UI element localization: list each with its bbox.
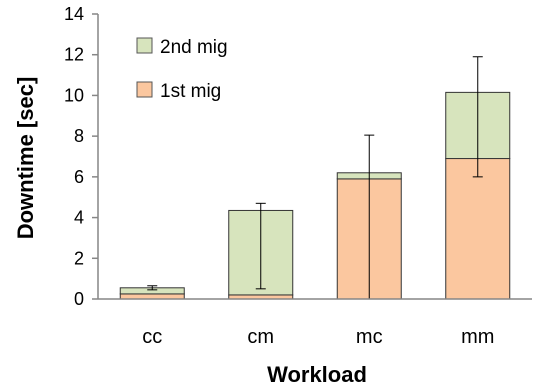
y-axis-ticks: 0 2 4 6 8 10 12 14 (64, 4, 98, 309)
y-tick-label: 4 (74, 208, 84, 228)
legend-label-1st-mig: 1st mig (160, 81, 221, 102)
y-tick-label: 8 (74, 126, 84, 146)
bar-segment-1st-mig-cc (119, 293, 185, 300)
legend-label-2nd-mig: 2nd mig (160, 37, 228, 58)
x-category-label: mc (356, 326, 383, 348)
bar-segment-1st-mig-mm (445, 158, 511, 300)
legend: 2nd mig 1st mig (136, 37, 228, 102)
y-tick-label: 6 (74, 167, 84, 187)
error-bars (147, 56, 483, 300)
y-tick-label: 10 (64, 85, 84, 105)
y-tick-label: 2 (74, 248, 84, 268)
y-tick-label: 14 (64, 4, 84, 24)
y-tick-label: 12 (64, 45, 84, 65)
legend-swatch-2nd-mig (136, 37, 153, 54)
y-axis-title: Downtime [sec] (13, 77, 38, 240)
x-category-label: mm (461, 326, 494, 348)
legend-swatch-1st-mig (136, 81, 153, 98)
x-category-label: cm (247, 326, 274, 348)
x-category-label: cc (142, 326, 162, 348)
x-axis-title: Workload (267, 362, 367, 387)
x-axis-categories: cc cm mc mm (142, 326, 494, 348)
bars (119, 91, 511, 300)
y-tick-label: 0 (74, 289, 84, 309)
